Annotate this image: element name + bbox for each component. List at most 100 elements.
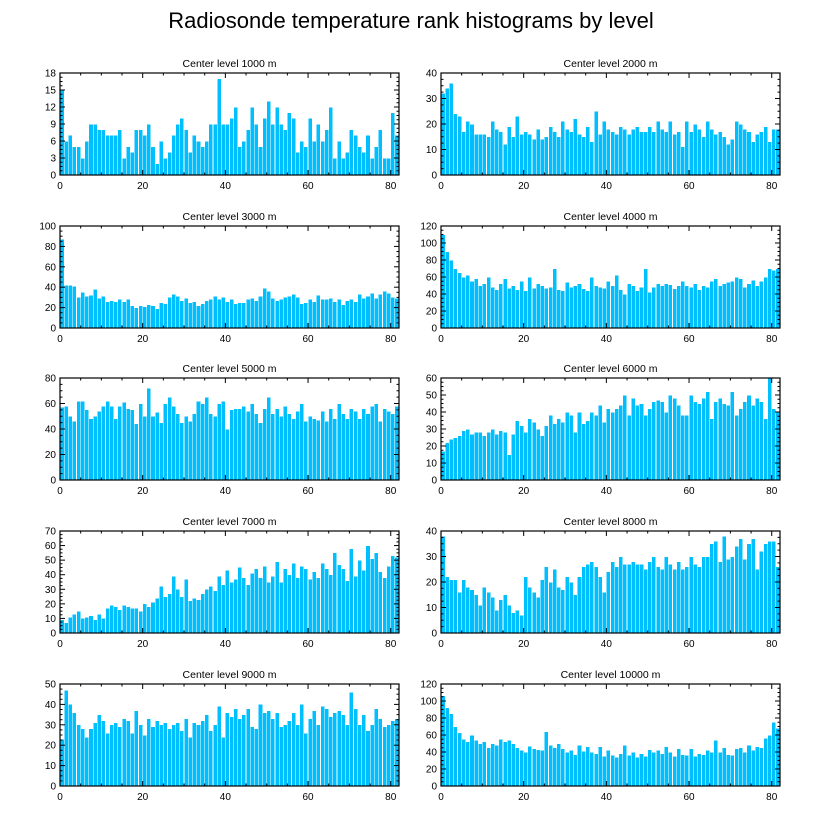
bar (610, 561, 615, 634)
bar (282, 568, 288, 634)
bar (163, 596, 168, 634)
bar (684, 415, 690, 481)
bar (457, 732, 462, 787)
bar (59, 407, 65, 481)
y-tick-label: 10 (45, 614, 57, 625)
bar (668, 563, 673, 634)
bar (531, 287, 537, 329)
bar (506, 287, 512, 329)
bar (713, 133, 719, 176)
bar (626, 563, 632, 634)
bar (92, 415, 98, 481)
bar (158, 422, 164, 481)
bar (668, 751, 673, 787)
bar (332, 301, 338, 329)
bar (179, 300, 185, 329)
y-tick-label: 0 (431, 629, 437, 640)
bar (622, 293, 628, 329)
bar (386, 293, 392, 329)
bar (461, 579, 467, 634)
bar (440, 93, 446, 176)
bar (229, 118, 234, 176)
bar (564, 128, 570, 176)
bar (572, 594, 578, 634)
bar (171, 724, 177, 787)
bar (142, 415, 148, 481)
bar (216, 299, 222, 329)
bar (498, 738, 504, 787)
bar (142, 306, 148, 329)
bar (113, 606, 119, 634)
bar (490, 743, 496, 787)
bar (630, 285, 636, 329)
bar (129, 305, 135, 329)
bar (266, 396, 272, 481)
bar (457, 272, 462, 329)
panel-4: Center level 4000 m 0 20 40 60 80 100 120 0 20 40 6… (420, 211, 781, 345)
bar (742, 401, 748, 481)
bar (96, 129, 102, 176)
bar (216, 706, 222, 787)
bar (618, 126, 624, 176)
bar (76, 400, 81, 481)
bar (725, 404, 731, 481)
bar (614, 756, 620, 787)
bar (187, 736, 193, 787)
bar (477, 285, 483, 329)
bar (196, 400, 201, 481)
y-tick-label: 10 (426, 145, 438, 156)
bar (506, 604, 512, 634)
panel-title: Center level 5000 m (183, 363, 277, 375)
x-tick-label: 0 (438, 639, 444, 650)
bar (262, 408, 268, 481)
bar (585, 126, 591, 176)
bar (746, 131, 752, 176)
bar (697, 289, 702, 329)
bar (196, 724, 201, 787)
bar (581, 288, 586, 329)
bar (527, 418, 533, 481)
bar (672, 288, 677, 329)
bar (67, 704, 73, 787)
bar (67, 284, 73, 329)
bar (763, 276, 768, 329)
bar (101, 296, 106, 329)
bar (688, 286, 694, 329)
y-tick-label: 0 (50, 782, 56, 793)
y-tick-label: 60 (426, 731, 438, 742)
bar (353, 135, 358, 176)
bar (249, 106, 255, 176)
bar (721, 403, 727, 481)
bar (659, 401, 665, 481)
x-tick-label: 20 (137, 334, 149, 345)
bar (220, 400, 226, 481)
bar (154, 163, 160, 176)
x-tick-label: 60 (683, 639, 695, 650)
bar (229, 716, 234, 787)
bar (593, 110, 599, 176)
bar (606, 408, 611, 481)
bar (502, 594, 508, 634)
bar (721, 283, 727, 329)
bar (601, 755, 607, 787)
bar (361, 714, 367, 787)
bar (204, 714, 210, 787)
bar (668, 121, 673, 176)
bar (220, 123, 226, 176)
bar (254, 123, 259, 176)
x-tick-label: 80 (385, 792, 397, 803)
bar (630, 561, 636, 634)
bar (469, 589, 475, 634)
bar (506, 739, 512, 787)
bar (519, 280, 524, 329)
bar (258, 422, 263, 481)
bar (523, 290, 529, 329)
bar (754, 746, 760, 787)
bar (448, 713, 454, 787)
bar (336, 140, 342, 176)
bar (378, 421, 383, 481)
panel-title: Center level 10000 m (561, 669, 661, 681)
x-tick-label: 0 (438, 334, 444, 345)
x-tick-label: 20 (137, 486, 149, 497)
bar (245, 129, 251, 176)
